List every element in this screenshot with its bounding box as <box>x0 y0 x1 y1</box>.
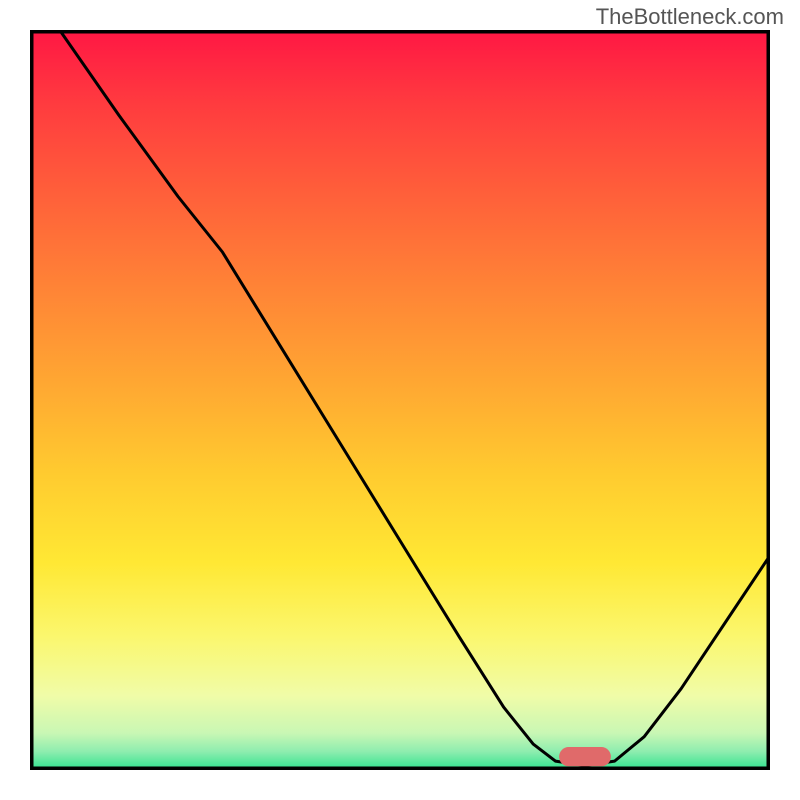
optimal-range-marker <box>559 747 611 766</box>
bottleneck-chart <box>30 30 770 770</box>
chart-svg <box>30 30 770 770</box>
chart-container: TheBottleneck.com <box>0 0 800 800</box>
chart-background <box>30 30 770 770</box>
watermark-text: TheBottleneck.com <box>596 4 784 30</box>
